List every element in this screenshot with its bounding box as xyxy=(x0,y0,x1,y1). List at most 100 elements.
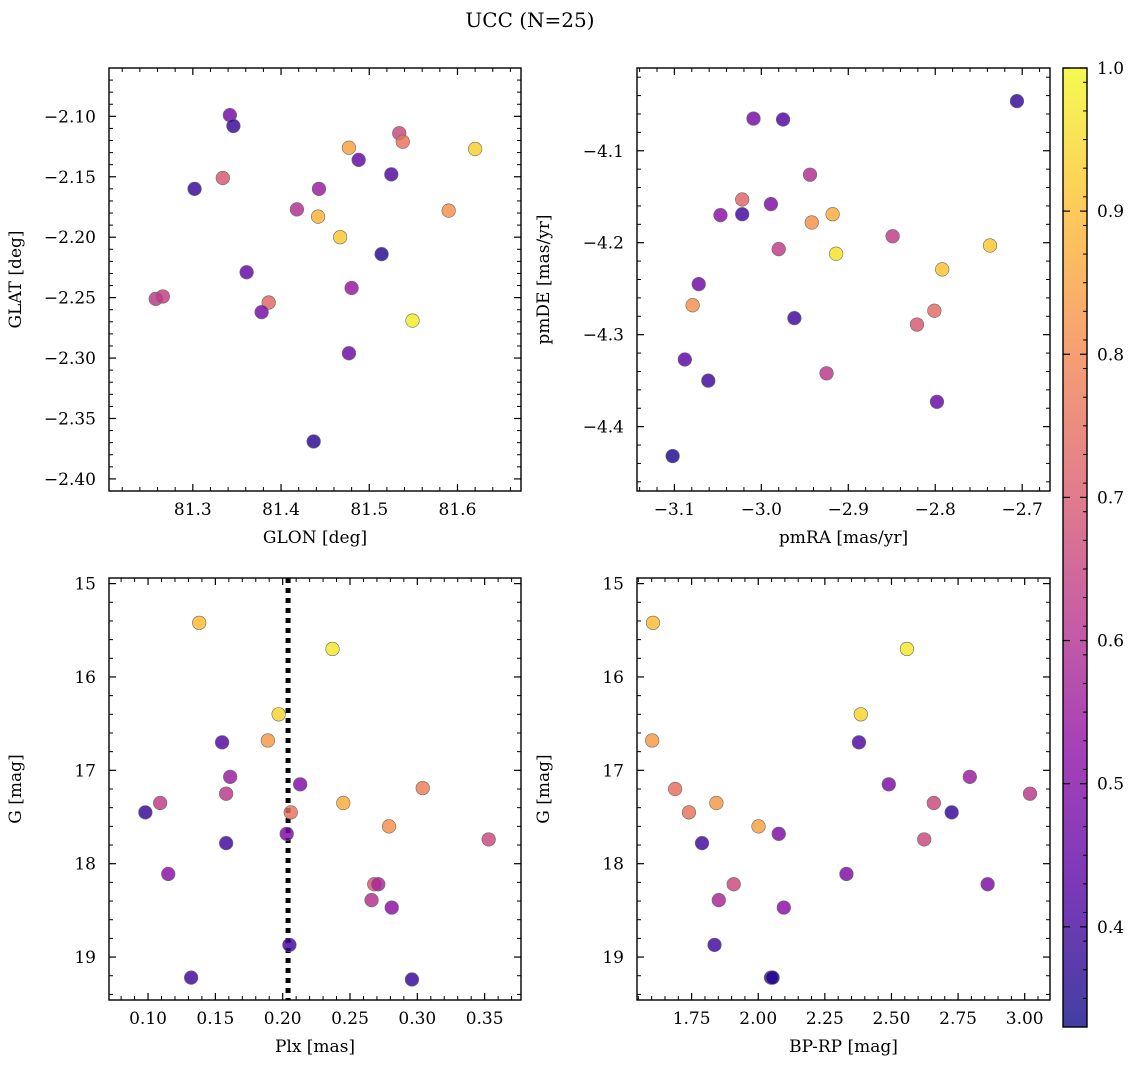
scatter-point xyxy=(404,972,420,987)
scatter-point xyxy=(909,317,925,332)
scatter-point xyxy=(787,311,802,326)
y-tick-label: 18 xyxy=(602,855,624,875)
scatter-point xyxy=(935,262,950,277)
scatter-point xyxy=(441,203,456,218)
scatter-point xyxy=(260,733,275,748)
scatter-point xyxy=(223,769,238,784)
scatter-point xyxy=(468,141,483,157)
y-tick-label: 18 xyxy=(74,855,96,875)
scatter-point xyxy=(254,305,269,320)
scatter-point xyxy=(374,247,389,262)
scatter-point xyxy=(802,167,818,182)
colorbar-tick-label: 0.8 xyxy=(1097,345,1124,365)
x-tick-label: −2.8 xyxy=(915,500,956,520)
colorbar-gradient xyxy=(1063,68,1087,1027)
scatter-point xyxy=(395,134,410,149)
scatter-point xyxy=(668,781,683,797)
ticks xyxy=(109,67,521,492)
scatter-point xyxy=(926,795,941,811)
scatter-point xyxy=(899,641,915,657)
scatter-point xyxy=(384,167,399,182)
scatter-point xyxy=(839,866,854,882)
axes-frame xyxy=(108,67,522,492)
scatter-point xyxy=(917,832,932,847)
y-tick-label: −2.40 xyxy=(44,470,96,490)
y-tick-label: −4.3 xyxy=(583,326,624,346)
scatter-point xyxy=(944,805,959,820)
scatter-points xyxy=(148,108,483,449)
x-tick-label: 0.30 xyxy=(398,1009,436,1029)
scatter-point xyxy=(192,615,207,630)
scatter-point xyxy=(405,313,420,328)
scatter-point xyxy=(214,735,230,750)
scatter-point xyxy=(775,112,791,127)
scatter-point xyxy=(138,805,153,820)
scatter-point xyxy=(927,303,942,318)
scatter-point xyxy=(735,207,750,222)
scatter-point xyxy=(341,140,357,155)
scatter-point xyxy=(155,289,170,304)
scatter-point xyxy=(187,181,202,196)
scatter-points xyxy=(665,94,1025,464)
x-tick-label: −3.0 xyxy=(741,500,782,520)
x-axis-label: pmRA [mas/yr] xyxy=(779,528,908,548)
scatter-point xyxy=(962,769,977,784)
y-tick-label: −2.30 xyxy=(44,349,96,369)
scatter-point xyxy=(825,207,840,222)
x-tick-label: 81.3 xyxy=(174,500,212,520)
x-tick-label: 0.20 xyxy=(264,1009,302,1029)
scatter-point xyxy=(153,795,168,811)
x-tick-label: −2.7 xyxy=(1002,500,1043,520)
scatter-point xyxy=(293,777,308,792)
scatter-point xyxy=(829,246,844,261)
scatter-point xyxy=(336,795,351,811)
y-tick-label: −2.10 xyxy=(44,107,96,127)
y-tick-label: 16 xyxy=(74,668,96,688)
scatter-point xyxy=(282,937,297,953)
scatter-point xyxy=(751,819,766,834)
scatter-point xyxy=(219,786,234,801)
scatter-point xyxy=(645,733,660,748)
panel-pmra-pmde: −3.1 −3.0 −2.9 −2.8 −2.7 −4.1 −4.2 −4.3 −4.4 pmRA… xyxy=(534,67,1051,548)
scatter-point xyxy=(885,229,900,244)
scatter-point xyxy=(341,346,357,361)
y-tick-label: −2.15 xyxy=(44,168,96,188)
y-tick-label: −2.25 xyxy=(44,289,96,309)
x-tick-label: 0.15 xyxy=(196,1009,234,1029)
ticks xyxy=(637,578,1050,1000)
scatter-point xyxy=(311,181,327,196)
scatter-point xyxy=(381,819,397,834)
scatter-point xyxy=(771,826,786,841)
scatter-point xyxy=(677,352,692,367)
y-tick-label: −4.4 xyxy=(583,418,624,438)
y-tick-label: −2.20 xyxy=(44,228,96,248)
y-tick-label: −4.1 xyxy=(583,142,624,162)
x-tick-label: −2.9 xyxy=(828,500,869,520)
panel-bprp-g: 1.75 2.00 2.25 2.50 2.75 3.00 15 16 17 18 19 BP-RP … xyxy=(534,575,1051,1057)
axes-frame xyxy=(108,577,522,1001)
ticks xyxy=(637,68,1050,491)
x-tick-label: 81.4 xyxy=(262,500,300,520)
figure-title: UCC (N=25) xyxy=(465,8,594,32)
scatter-point xyxy=(735,192,750,207)
x-tick-label: −3.1 xyxy=(654,500,695,520)
panel-plx-g: 0.10 0.15 0.20 0.25 0.30 0.35 15 16 17 18 19 Plx [m… xyxy=(6,575,522,1057)
scatter-point xyxy=(707,937,722,953)
x-tick-label: 3.00 xyxy=(1006,1009,1044,1029)
x-tick-label: 0.10 xyxy=(129,1009,167,1029)
scatter-points xyxy=(645,615,1038,985)
ticks xyxy=(109,578,521,1000)
x-tick-label: 2.25 xyxy=(806,1009,844,1029)
scatter-point xyxy=(713,208,728,223)
scatter-point xyxy=(325,641,340,657)
scatter-point xyxy=(271,707,286,722)
scatter-point xyxy=(771,242,786,257)
axes-frame xyxy=(636,577,1051,1001)
colorbar-tick-label: 1.0 xyxy=(1097,59,1124,79)
scatter-point xyxy=(415,780,430,796)
scatter-point xyxy=(184,970,199,985)
scatter-point xyxy=(161,866,176,882)
x-axis-label: GLON [deg] xyxy=(263,528,367,548)
scatter-point xyxy=(283,805,298,820)
panel-glon-glat: 81.3 81.4 81.5 81.6 −2.10 −2.15 −2.20 −2.25 −2.3… xyxy=(6,67,522,548)
